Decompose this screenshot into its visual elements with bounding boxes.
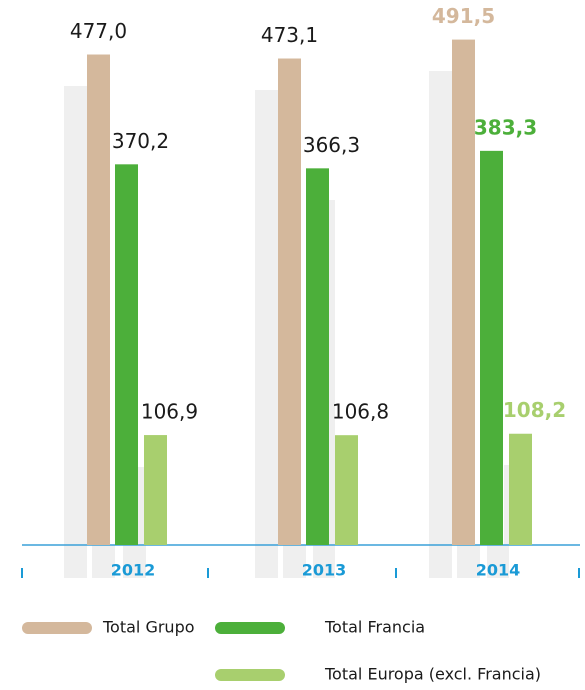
bar [306,168,329,546]
bar [480,150,503,546]
bar [452,39,475,545]
value-label: 106,9 [141,400,198,424]
bar [335,435,358,545]
legend-label: Total Europa (excl. Francia) [324,665,541,684]
value-label: 108,2 [503,398,566,422]
bar [115,164,138,546]
value-label: 477,0 [70,19,127,43]
x-tick-label: 2012 [111,561,156,580]
bar [144,435,167,545]
x-tick-label: 2013 [302,561,347,580]
bar [87,54,110,545]
value-label: 106,8 [332,400,389,424]
axis-ticks [21,568,580,578]
bar [509,433,532,545]
value-label: 491,5 [432,4,495,28]
value-label: 473,1 [261,23,318,47]
value-label: 383,3 [474,115,537,139]
legend-label: Total Francia [324,618,425,637]
bar [278,58,301,545]
x-tick-label: 2014 [476,561,521,580]
value-label: 370,2 [112,129,169,153]
shadow-bars [64,71,509,578]
legend-label: Total Grupo [102,618,195,637]
value-label: 366,3 [303,133,360,157]
